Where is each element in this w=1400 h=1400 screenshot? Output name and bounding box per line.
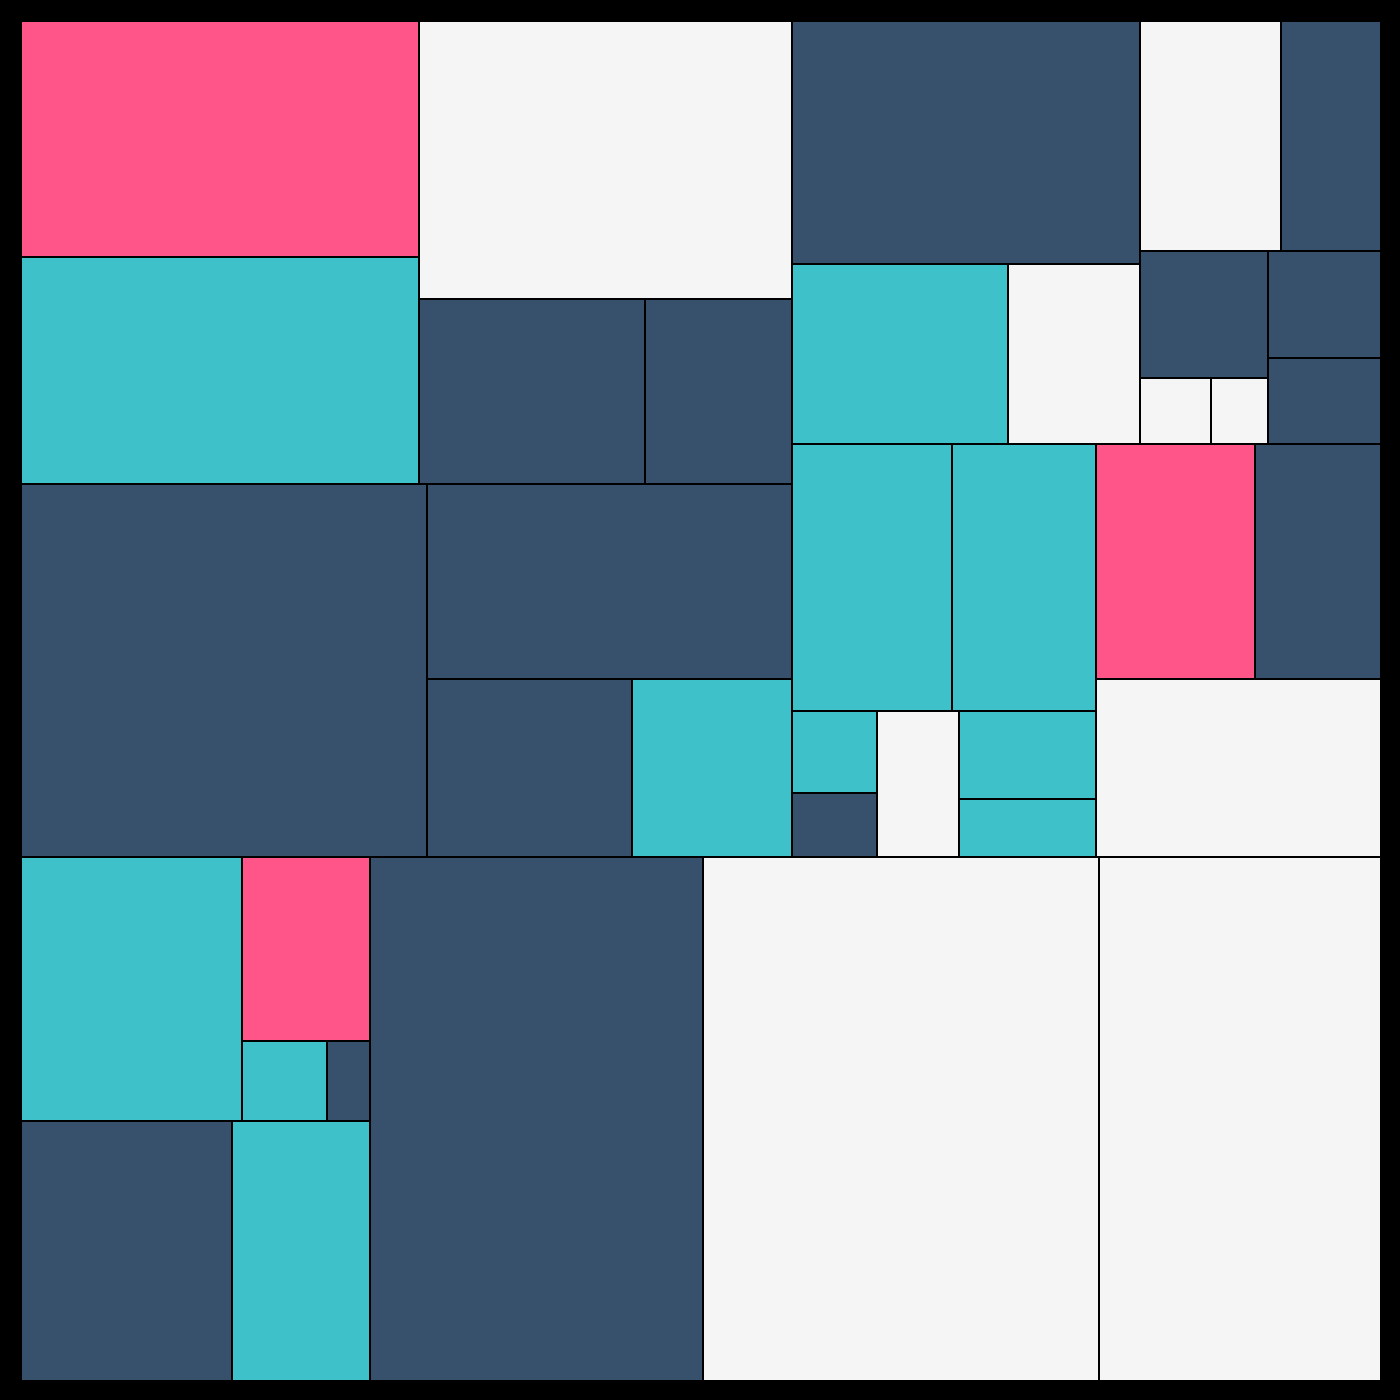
tile-08 [426,678,633,858]
tile-09 [631,678,793,858]
tile-01 [20,20,420,258]
tile-33 [326,1040,371,1122]
tile-35 [231,1120,371,1382]
tile-30 [20,856,243,1122]
tile-29 [1095,678,1382,858]
tile-19 [1210,377,1269,445]
tile-11 [1139,20,1282,252]
tile-23 [1254,443,1382,680]
tile-34 [20,1120,233,1382]
tile-32 [241,1040,328,1122]
tile-06 [20,483,428,858]
tile-25 [791,792,878,858]
tile-17 [1267,357,1382,445]
tile-26 [876,710,960,858]
tile-05 [644,298,793,485]
tile-13 [791,263,1009,445]
tile-38 [1098,856,1382,1382]
tile-04 [418,298,646,485]
tile-31 [241,856,371,1042]
tile-12 [1280,20,1382,252]
tile-07 [426,483,793,680]
tile-24 [791,710,878,794]
tile-14 [1007,263,1141,445]
tile-37 [702,856,1100,1382]
tile-22 [1095,443,1256,680]
tile-36 [369,856,704,1382]
tile-16 [1267,250,1382,359]
tile-18 [1139,377,1212,445]
tile-27 [958,710,1097,800]
tile-10 [791,20,1141,265]
tile-03 [418,20,793,300]
tile-20 [791,443,953,712]
tile-28 [958,798,1097,858]
tile-21 [951,443,1097,712]
tile-02 [20,256,420,485]
tile-15 [1139,250,1269,379]
